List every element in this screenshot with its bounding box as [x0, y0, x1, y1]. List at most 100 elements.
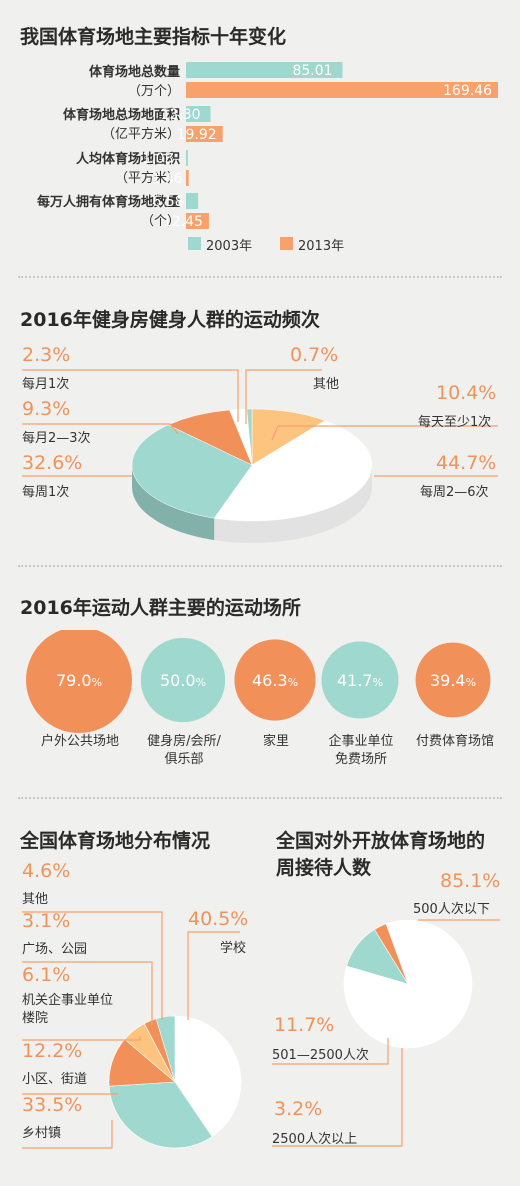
- bar-category-unit: （亿平方米）: [101, 127, 180, 142]
- bar-category-label: 每万人拥有体育场地数量: [36, 195, 180, 210]
- frequency-pie-chart: [22, 369, 498, 543]
- visitors-pie-chart: [272, 919, 500, 1147]
- bar-value-label: 1.03: [142, 151, 173, 167]
- venue-label: 户外公共场地: [40, 734, 119, 749]
- bar-category-label: 体育场地总数量: [88, 65, 180, 80]
- bar: [186, 193, 199, 209]
- leader-line: [22, 1120, 113, 1149]
- bar-value-label: 13.30: [160, 107, 200, 123]
- legend-swatch-2003: [188, 237, 201, 250]
- pct-label: 0.7%: [290, 344, 339, 366]
- leader-line: [245, 369, 322, 424]
- distribution-pie-chart: [22, 911, 242, 1149]
- pie-slice: [251, 408, 326, 466]
- pct-label: 3.1%: [22, 910, 71, 932]
- pct-label: 33.5%: [22, 1094, 83, 1116]
- slice-label: 每月1次: [22, 377, 70, 392]
- pct-label: 6.1%: [22, 964, 71, 986]
- leader-line: [271, 425, 498, 441]
- venue-bubble: [26, 630, 132, 733]
- leader-line: [22, 961, 153, 1025]
- bar: [186, 62, 343, 78]
- pct-label: 10.4%: [436, 382, 497, 404]
- venue-bubble: [234, 639, 316, 721]
- section5-title: 全国对外开放体育场地的: [276, 830, 486, 852]
- legend-swatch-2013: [280, 237, 293, 250]
- section4-title: 全国体育场地分布情况: [20, 830, 211, 852]
- bar-category-label: 体育场地总场地面积: [62, 108, 180, 123]
- legend-label-2013: 2013年: [298, 239, 345, 254]
- slice-label: 每周1次: [22, 485, 70, 500]
- venue-label: 付费体育场馆: [415, 734, 494, 749]
- venue-bubble-chart: 79.0% 50.0% 46.3% 41.7% 39.4%: [26, 630, 491, 733]
- bar: [186, 106, 211, 122]
- leader-line: [187, 931, 240, 1020]
- venue-bubble: [321, 641, 399, 719]
- leader-line: [22, 369, 239, 422]
- pie-side: [132, 465, 215, 541]
- pie-slice: [174, 1015, 242, 1138]
- venue-value: 79.0%: [56, 671, 102, 690]
- pct-label: 12.2%: [22, 1040, 83, 1062]
- venue-value: 46.3%: [252, 671, 298, 690]
- slice-label: 每月2—3次: [22, 431, 91, 446]
- pie-slice: [213, 420, 373, 522]
- bar: [186, 150, 188, 166]
- slice-label: 500人次以下: [413, 902, 490, 917]
- bar-category-label: 人均体育场地面积: [75, 152, 180, 167]
- venue-value: 41.7%: [337, 671, 383, 690]
- pct-label: 40.5%: [188, 908, 249, 930]
- bar-value-label: 85.01: [292, 63, 332, 79]
- section3-title: 2016年运动人群主要的运动场所: [20, 597, 301, 619]
- venue-label: 企事业单位: [328, 734, 394, 749]
- venue-label: 健身房/会所/: [147, 734, 221, 749]
- venue-label: 免费场所: [334, 752, 387, 767]
- divider: [18, 565, 502, 567]
- bar: [186, 170, 189, 186]
- leader-line: [22, 423, 179, 435]
- pie-slice: [246, 408, 253, 466]
- pct-label: 9.3%: [22, 398, 71, 420]
- bar-category-unit: （万个）: [127, 84, 180, 99]
- pie-slice: [131, 424, 253, 519]
- divider: [18, 797, 502, 799]
- divider: [18, 276, 502, 278]
- slice-label: 每天至少1次: [418, 415, 492, 430]
- pct-label: 11.7%: [274, 1014, 335, 1036]
- leader-line: [272, 1038, 389, 1065]
- slice-label: 其他: [313, 377, 340, 392]
- bar-value-label: 19.92: [177, 127, 217, 143]
- bar-value-label: 6.58: [153, 194, 184, 210]
- venue-label: 家里: [262, 734, 289, 749]
- section2-title: 2016年健身房健身人群的运动频次: [20, 309, 320, 331]
- slice-label: 2500人次以上: [272, 1132, 358, 1147]
- bar-value-label: 169.46: [443, 83, 492, 99]
- pie-slice: [374, 923, 409, 985]
- slice-label: 501—2500人次: [272, 1048, 369, 1063]
- venue-label: 俱乐部: [164, 752, 204, 767]
- venue-value: 39.4%: [430, 671, 476, 690]
- pct-label: 2.3%: [22, 344, 71, 366]
- bar-category-unit: （个）: [140, 214, 180, 229]
- slice-label: 其他: [22, 892, 49, 907]
- bar-value-label: 12.45: [163, 214, 203, 230]
- bar-chart: 85.01 169.46 13.30 19.921.03 1.46 6.58 12.45: [142, 62, 498, 230]
- leader-line: [272, 1048, 403, 1147]
- venue-value: 50.0%: [160, 671, 206, 690]
- section5-title: 周接待人数: [276, 857, 372, 879]
- pct-label: 32.6%: [22, 452, 83, 474]
- slice-label: 广场、公园: [22, 942, 88, 957]
- bar: [186, 213, 209, 229]
- leader-line: [22, 911, 163, 1020]
- pct-label: 4.6%: [22, 860, 71, 882]
- pie-slice: [108, 1081, 213, 1149]
- slice-label: 乡村镇: [22, 1126, 62, 1141]
- bar-value-label: 1.46: [152, 171, 183, 187]
- venue-bubble: [140, 637, 226, 723]
- bar: [186, 126, 223, 142]
- legend-label-2003: 2003年: [206, 239, 253, 254]
- pct-label: 44.7%: [436, 452, 497, 474]
- slice-label: 学校: [220, 941, 247, 956]
- slice-label: 机关企事业单位 楼院: [22, 993, 114, 1026]
- pct-label: 85.1%: [440, 870, 501, 892]
